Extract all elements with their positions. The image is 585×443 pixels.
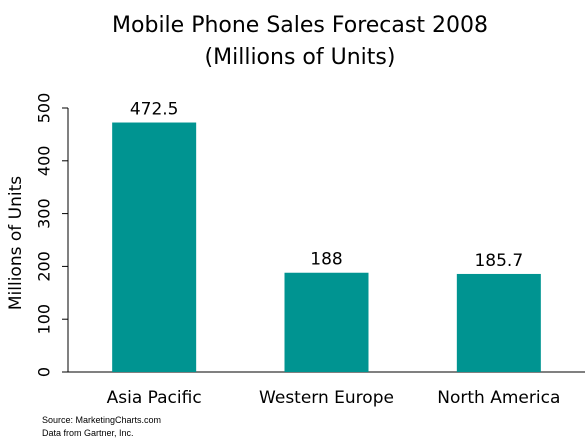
y-tick-label: 100 [35, 304, 54, 335]
bar-value-label: 185.7 [474, 251, 523, 271]
y-tick-label: 0 [35, 367, 54, 377]
chart-title-line-1: Mobile Phone Sales Forecast 2008 [112, 13, 488, 38]
y-tick-label: 400 [35, 146, 54, 177]
bar-value-label: 472.5 [130, 100, 179, 120]
chart-title-line-2: (Millions of Units) [205, 45, 396, 70]
data-credit-line: Data from Gartner, Inc. [42, 428, 134, 438]
bars: 472.5 188 185.7 [112, 100, 541, 373]
axes: 0 100 200 300 400 500 Asia Pacific Western Euro… [35, 93, 585, 408]
bar [284, 272, 369, 372]
y-axis-label: Millions of Units [6, 176, 26, 310]
bar [112, 122, 197, 373]
y-tick-label: 500 [35, 93, 54, 124]
source-line: Source: MarketingCharts.com [42, 415, 162, 425]
y-tick-label: 200 [35, 251, 54, 282]
x-category-label: Western Europe [259, 388, 394, 408]
bar [456, 273, 541, 372]
bar-value-label: 188 [310, 250, 342, 270]
y-tick-label: 300 [35, 198, 54, 229]
x-category-label: Asia Pacific [107, 388, 202, 408]
x-category-label: North America [437, 388, 560, 408]
